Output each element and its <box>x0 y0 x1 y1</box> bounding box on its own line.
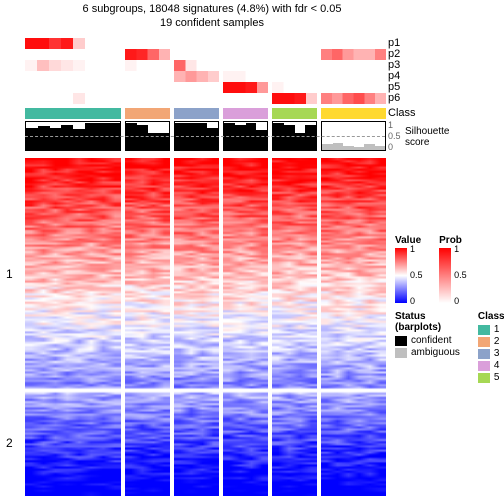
prob-colorbar: 1 0.5 0 <box>439 248 451 303</box>
plot-area <box>25 38 385 498</box>
heatmap <box>25 158 385 496</box>
silhouette-label: Silhouette score <box>405 126 449 148</box>
row-group-1: 1 <box>6 267 13 281</box>
row-group-2: 2 <box>6 436 13 450</box>
probability-rows <box>25 38 385 104</box>
value-colorbar: 1 0.5 0 <box>395 248 407 303</box>
label-p6: p6 <box>388 93 416 104</box>
legends: Value 1 0.5 0 Prob 1 0.5 0 Status (bar <box>395 235 504 392</box>
title-line-1: 6 subgroups, 18048 signatures (4.8%) wit… <box>30 2 394 16</box>
legend-value: Value 1 0.5 0 <box>395 235 421 303</box>
legend-status: Status (barplots) confidentambiguous <box>395 311 460 384</box>
label-class: Class <box>388 108 416 119</box>
silhouette-row <box>25 121 385 151</box>
title-line-2: 19 confident samples <box>30 16 394 30</box>
class-row <box>25 108 385 119</box>
row-labels: p1 p2 p3 p4 p5 p6 Class <box>388 38 416 119</box>
legend-prob: Prob 1 0.5 0 <box>439 235 462 303</box>
title: 6 subgroups, 18048 signatures (4.8%) wit… <box>30 2 394 31</box>
silhouette-ticks: 10.50 <box>388 121 401 151</box>
legend-class: Class 12345 <box>478 311 504 384</box>
